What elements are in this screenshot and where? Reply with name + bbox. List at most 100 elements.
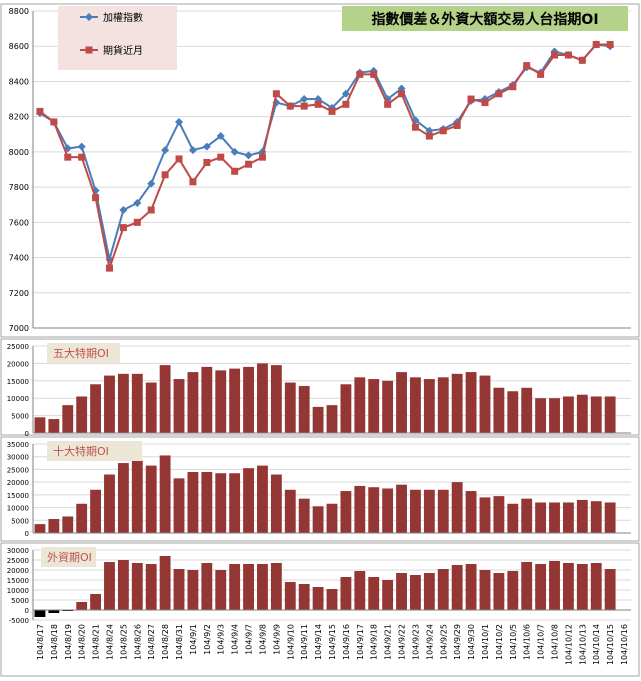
line-panel: 7000 7200 7400 7600 7800 8000 8200 8400 8600 8800… — [0, 3, 640, 338]
bar — [34, 417, 46, 433]
y-tick-label: 8600 — [9, 42, 29, 51]
bar — [90, 384, 102, 433]
bar — [131, 460, 143, 533]
bar — [284, 582, 296, 610]
x-tick-label: 104/10/16 — [620, 624, 629, 665]
x-tick-label: 104/9/4 — [231, 624, 240, 655]
x-tick-label: 104/9/1 — [189, 624, 198, 655]
y-tick-label: -5000 — [9, 617, 29, 625]
data-point — [370, 70, 378, 78]
bar — [493, 573, 505, 610]
bar — [479, 570, 491, 610]
panel-label-box — [47, 343, 120, 363]
data-point — [272, 90, 280, 98]
bar — [131, 563, 143, 610]
data-point — [217, 153, 225, 161]
bar — [521, 387, 533, 433]
bar — [131, 373, 143, 433]
x-tick-label: 104/8/19 — [64, 624, 73, 660]
x-tick-label: 104/10/5 — [509, 624, 518, 660]
data-point — [133, 198, 142, 207]
y-tick-label: 7200 — [9, 289, 29, 298]
y-tick-label: 7400 — [9, 254, 29, 263]
bar — [368, 577, 380, 610]
data-point — [175, 155, 183, 163]
data-point — [342, 100, 350, 108]
data-point — [36, 107, 44, 115]
y-tick-label: 0 — [25, 430, 29, 438]
x-tick-label: 104/9/10 — [286, 624, 295, 660]
bar — [437, 569, 449, 610]
x-tick-label: 104/8/25 — [119, 624, 128, 660]
bar — [326, 589, 338, 610]
bar — [535, 502, 547, 533]
bar — [604, 396, 616, 433]
bar — [187, 471, 199, 533]
x-tick-label: 104/8/28 — [161, 624, 170, 660]
y-tick-label: 8800 — [9, 7, 29, 16]
legend-box — [58, 6, 177, 70]
bar — [48, 519, 60, 533]
bar — [48, 419, 60, 433]
bar — [104, 375, 115, 433]
x-tick-label: 104/9/9 — [272, 624, 281, 655]
data-point — [244, 151, 253, 160]
bar — [34, 610, 46, 617]
data-point — [578, 56, 586, 64]
bar — [257, 363, 268, 433]
bar — [145, 465, 157, 533]
bar — [410, 575, 421, 610]
bar — [270, 365, 282, 433]
bar — [312, 506, 324, 533]
y-tick-label: 15000 — [7, 378, 29, 386]
data-point — [425, 132, 433, 140]
data-point — [439, 127, 447, 135]
data-point — [384, 100, 392, 108]
bar — [326, 503, 338, 533]
bar — [76, 503, 88, 533]
bar — [479, 375, 491, 433]
bar — [437, 489, 449, 533]
bar — [340, 491, 352, 533]
bar-panel-foreign: -5000 0 5000 10000 15000 20000 25000 30000 外資期OI — [0, 542, 640, 677]
data-point — [64, 153, 72, 161]
y-tick-label: 15000 — [7, 492, 29, 500]
data-point — [523, 62, 531, 70]
x-tick-label: 104/8/24 — [105, 624, 114, 660]
bar — [396, 372, 407, 433]
x-tick-label: 104/8/26 — [133, 624, 142, 660]
legend-label: 加權指數 — [103, 11, 143, 24]
bar — [465, 564, 477, 610]
bar — [354, 485, 366, 533]
y-tick-label: 0 — [25, 530, 29, 538]
y-tick-label: 0 — [25, 607, 29, 615]
x-tick-label: 104/10/8 — [551, 624, 560, 660]
data-point — [356, 70, 364, 78]
bar — [382, 380, 394, 433]
legend-marker — [85, 46, 93, 54]
y-tick-label: 25000 — [7, 557, 29, 565]
data-point — [398, 90, 406, 98]
bar — [34, 524, 46, 533]
bar — [312, 587, 324, 610]
data-point — [105, 264, 113, 272]
x-tick-label: 104/9/7 — [245, 624, 254, 655]
bar — [465, 372, 477, 433]
bar — [243, 564, 254, 610]
bar — [187, 570, 199, 610]
bar — [590, 563, 602, 610]
data-point — [189, 178, 197, 186]
x-tick-label: 104/9/16 — [342, 624, 351, 660]
bar — [159, 455, 171, 533]
data-point — [188, 146, 197, 155]
bar — [326, 405, 338, 433]
x-tick-label: 104/9/22 — [398, 624, 407, 660]
bar — [104, 474, 115, 533]
data-point — [551, 51, 559, 59]
bar — [312, 406, 324, 433]
x-tick-label: 104/8/20 — [78, 624, 87, 660]
bar — [173, 478, 185, 533]
bar — [90, 489, 102, 533]
bar — [493, 496, 505, 533]
